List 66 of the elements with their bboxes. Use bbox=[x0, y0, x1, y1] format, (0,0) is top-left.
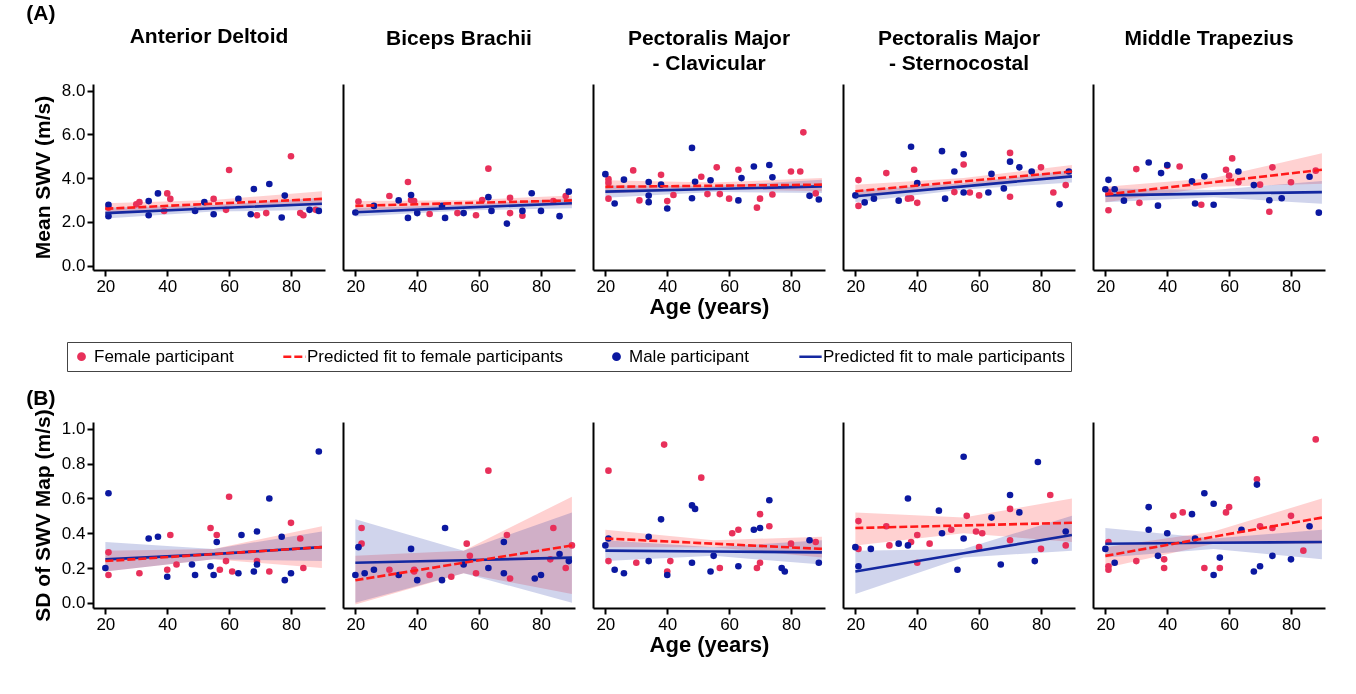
legend-label: Male participant bbox=[629, 346, 750, 366]
x-tick-label: 80 bbox=[282, 614, 301, 634]
x-tick-label: 60 bbox=[1220, 614, 1240, 634]
x-tick-label: 60 bbox=[970, 276, 990, 296]
x-tick-label: 20 bbox=[1096, 614, 1116, 634]
y-tick-label: 0.8 bbox=[61, 454, 86, 474]
x-tick-label: 80 bbox=[532, 276, 551, 296]
x-tick-label: 60 bbox=[720, 614, 740, 634]
x-tick-label: 40 bbox=[658, 276, 678, 296]
x-tick-label: 40 bbox=[158, 614, 178, 634]
x-tick-label: 40 bbox=[408, 614, 428, 634]
x-tick-label: 60 bbox=[220, 614, 240, 634]
x-tick-label: 20 bbox=[846, 614, 866, 634]
x-tick-label: 60 bbox=[470, 614, 490, 634]
x-axis-title: Age (years) bbox=[649, 631, 770, 657]
x-tick-label: 20 bbox=[96, 614, 116, 634]
y-tick-label: 0.0 bbox=[61, 593, 86, 613]
chart-title: Pectoralis Major - Clavicular bbox=[627, 26, 791, 74]
y-tick-label: 1.0 bbox=[61, 419, 86, 439]
y-tick-label: 8.0 bbox=[61, 81, 86, 101]
x-tick-label: 80 bbox=[1282, 614, 1301, 634]
y-tick-label: 2.0 bbox=[61, 212, 86, 232]
x-tick-label: 20 bbox=[346, 276, 366, 296]
x-tick-label: 40 bbox=[1158, 614, 1178, 634]
y-axis-title: Mean SWV (m/s) bbox=[30, 95, 54, 260]
x-tick-label: 60 bbox=[720, 276, 740, 296]
x-tick-label: 60 bbox=[470, 276, 490, 296]
x-tick-label: 80 bbox=[532, 614, 551, 634]
legend-label: Predicted fit to male participants bbox=[823, 346, 1065, 366]
x-tick-label: 60 bbox=[1220, 276, 1240, 296]
legend-label: Predicted fit to female participants bbox=[307, 346, 564, 366]
x-tick-label: 60 bbox=[970, 614, 990, 634]
y-axis-title: SD of SWV Map (m/s) bbox=[30, 409, 54, 622]
x-tick-label: 60 bbox=[220, 276, 240, 296]
x-tick-label: 20 bbox=[596, 614, 616, 634]
x-tick-label: 40 bbox=[1158, 276, 1178, 296]
legend-label: Female participant bbox=[94, 346, 235, 366]
y-tick-label: 4.0 bbox=[61, 168, 86, 188]
x-tick-label: 80 bbox=[782, 614, 801, 634]
x-tick-label: 20 bbox=[846, 276, 866, 296]
x-tick-label: 20 bbox=[596, 276, 616, 296]
chart-title: Biceps Brachii bbox=[386, 26, 532, 49]
x-tick-label: 40 bbox=[158, 276, 178, 296]
y-tick-label: 0.4 bbox=[61, 523, 86, 543]
text: (A) bbox=[26, 0, 56, 24]
x-tick-label: 80 bbox=[1282, 276, 1301, 296]
x-axis-title: Age (years) bbox=[649, 293, 770, 319]
x-tick-label: 20 bbox=[1096, 276, 1116, 296]
x-tick-label: 40 bbox=[658, 614, 678, 634]
x-tick-label: 80 bbox=[282, 276, 301, 296]
chart-title: Anterior Deltoid bbox=[129, 23, 289, 47]
x-tick-label: 40 bbox=[908, 614, 928, 634]
x-tick-label: 80 bbox=[1032, 276, 1051, 296]
x-tick-label: 40 bbox=[408, 276, 428, 296]
x-tick-label: 40 bbox=[908, 276, 928, 296]
x-tick-label: 80 bbox=[782, 276, 801, 296]
chart-title: Middle Trapezius bbox=[1124, 26, 1294, 49]
y-tick-label: 0.0 bbox=[61, 256, 86, 276]
x-tick-label: 80 bbox=[1032, 614, 1051, 634]
y-tick-label: 0.6 bbox=[61, 488, 86, 508]
chart-title: Pectoralis Major - Sternocostal bbox=[877, 26, 1041, 74]
text: (B) bbox=[26, 385, 56, 409]
y-tick-label: 6.0 bbox=[61, 124, 86, 144]
x-tick-label: 20 bbox=[346, 614, 366, 634]
y-tick-label: 0.2 bbox=[61, 558, 86, 578]
x-tick-label: 20 bbox=[96, 276, 116, 296]
